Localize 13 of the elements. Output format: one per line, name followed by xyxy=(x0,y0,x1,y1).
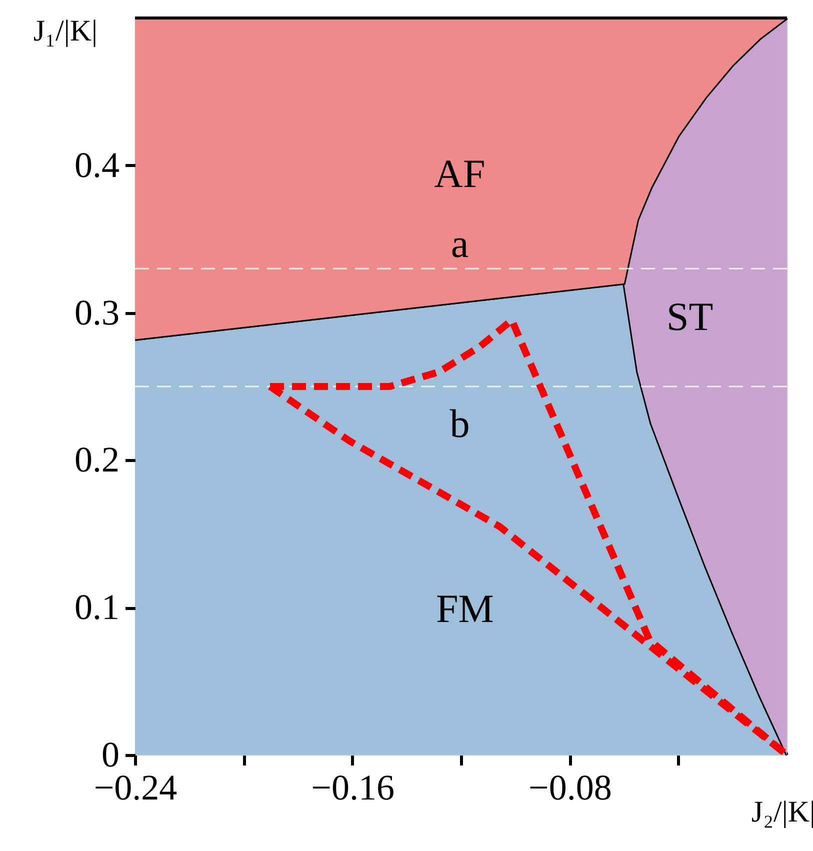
y-tick-label: 0.2 xyxy=(74,440,120,480)
y-tick-label: 0.3 xyxy=(74,292,120,332)
y-tick-label: 0.1 xyxy=(74,587,120,628)
series-label: AF xyxy=(434,150,486,196)
annotation: b xyxy=(450,400,470,446)
x-tick-label: −0.08 xyxy=(528,768,612,808)
x-tick-label: −0.16 xyxy=(311,768,394,808)
y-axis-title: J₁/|K| xyxy=(33,14,98,48)
y-tick-label: 0.4 xyxy=(74,144,120,185)
x-axis-title: J₂/|K| xyxy=(751,796,813,828)
series-label: ST xyxy=(666,294,714,339)
series-label: FM xyxy=(436,586,494,631)
annotation: a xyxy=(450,220,469,266)
